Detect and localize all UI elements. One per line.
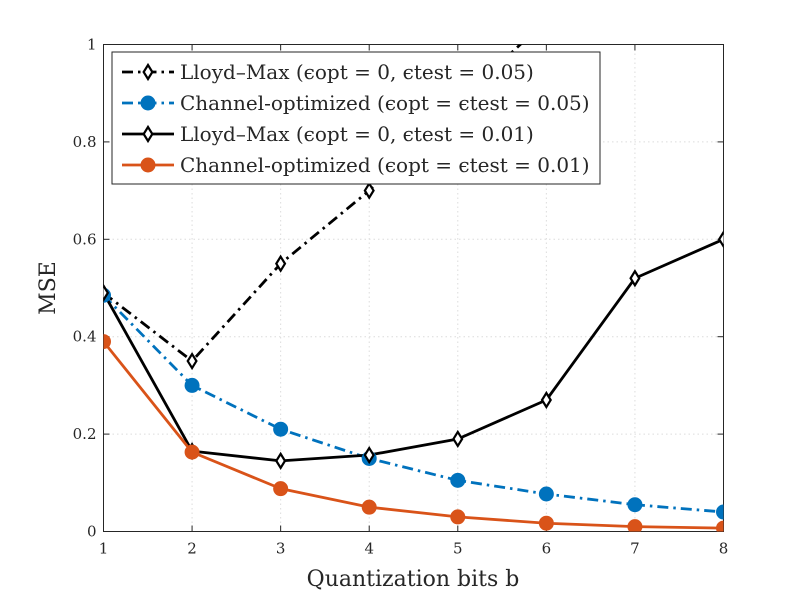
y-tick-label: 0.6	[73, 230, 97, 248]
circle-marker	[184, 377, 200, 393]
x-tick-label: 5	[453, 540, 463, 558]
circle-marker	[538, 486, 554, 502]
y-tick-label: 0	[87, 523, 97, 541]
x-tick-label: 6	[542, 540, 552, 558]
circle-marker	[716, 520, 724, 532]
legend: Lloyd–Max (ϵopt = 0, ϵtest = 0.05) Channe…	[111, 51, 601, 185]
diamond-marker	[275, 254, 287, 273]
x-tick-label: 2	[187, 540, 197, 558]
circle-marker	[273, 421, 289, 437]
y-tick-label: 1	[87, 36, 97, 54]
x-tick-label: 1	[99, 540, 109, 558]
circle-marker	[716, 504, 724, 520]
diamond-marker	[186, 351, 198, 371]
circle-marker	[273, 481, 289, 497]
circle-marker	[450, 509, 466, 525]
x-tick-label: 8	[719, 540, 729, 558]
circle-marker	[627, 519, 643, 532]
y-tick-label: 0.2	[73, 425, 97, 443]
x-tick-label: 7	[630, 540, 640, 558]
y-tick-label: 0.4	[73, 328, 97, 346]
legend-label: Lloyd–Max (ϵopt = 0, ϵtest = 0.01)	[180, 122, 534, 146]
circle-marker	[103, 334, 111, 350]
circle-marker-legend	[140, 157, 156, 173]
x-axis-title: Quantization bits b	[307, 567, 520, 592]
x-tick-label: 3	[276, 540, 286, 558]
diamond-marker-legend	[142, 124, 154, 144]
diamond-marker	[717, 230, 724, 249]
series-line-4	[103, 340, 724, 530]
diamond-marker	[363, 181, 375, 200]
legend-label: Lloyd–Max (ϵopt = 0, ϵtest = 0.05)	[180, 60, 534, 84]
circle-marker	[184, 444, 200, 460]
series-line-2	[103, 294, 724, 514]
y-axis-title: MSE	[36, 261, 61, 315]
circle-marker	[627, 497, 643, 513]
x-tick-label: 4	[364, 540, 374, 558]
circle-marker	[361, 499, 377, 515]
circle-marker	[450, 472, 466, 488]
y-tick-label: 0.8	[73, 133, 97, 151]
circle-marker-legend	[140, 95, 156, 111]
circle-marker	[538, 515, 554, 531]
diamond-marker	[540, 390, 552, 410]
diamond-marker	[275, 451, 287, 470]
diamond-marker	[363, 445, 375, 465]
legend-label: Channel-optimized (ϵopt = ϵtest = 0.05)	[180, 91, 590, 115]
diamond-marker	[629, 269, 641, 288]
diamond-marker	[103, 283, 110, 302]
series-line-3	[103, 238, 724, 463]
legend-box	[111, 51, 601, 185]
legend-label: Channel-optimized (ϵopt = ϵtest = 0.01)	[180, 153, 590, 177]
diamond-marker-legend	[142, 62, 154, 82]
diamond-marker	[452, 429, 464, 449]
